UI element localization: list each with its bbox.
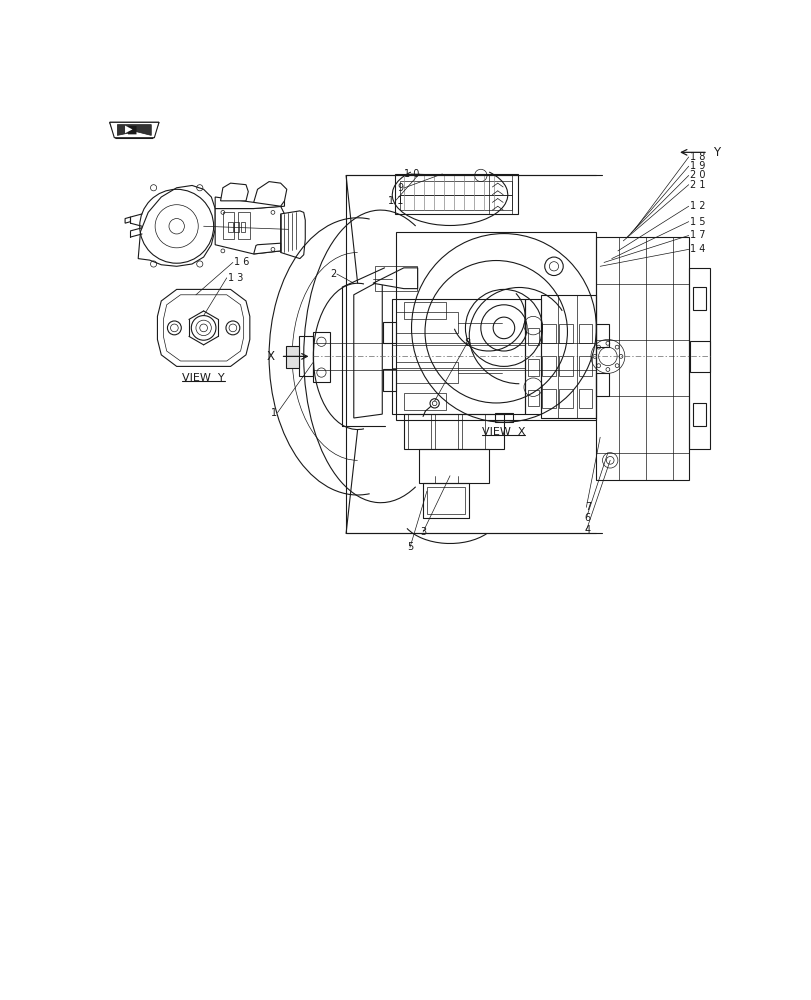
Bar xyxy=(692,287,706,310)
Polygon shape xyxy=(215,197,284,209)
Bar xyxy=(461,414,484,449)
Bar xyxy=(542,389,556,408)
Bar xyxy=(525,299,540,414)
Bar xyxy=(559,324,573,343)
Text: Y: Y xyxy=(713,146,719,159)
Bar xyxy=(527,359,538,376)
Polygon shape xyxy=(157,289,250,366)
Polygon shape xyxy=(253,182,286,206)
Polygon shape xyxy=(281,211,305,259)
Bar xyxy=(403,414,504,449)
Bar xyxy=(400,195,511,210)
Bar xyxy=(394,174,517,214)
Text: ▶: ▶ xyxy=(125,124,132,134)
Bar xyxy=(383,322,396,343)
Polygon shape xyxy=(354,279,382,418)
Polygon shape xyxy=(125,217,131,223)
Polygon shape xyxy=(372,268,417,289)
Polygon shape xyxy=(118,125,151,135)
Bar xyxy=(527,389,538,406)
Bar xyxy=(222,212,234,239)
Text: 1 1: 1 1 xyxy=(388,196,403,206)
Text: 3: 3 xyxy=(420,527,427,537)
Bar xyxy=(559,356,573,376)
Bar xyxy=(396,362,457,383)
Bar xyxy=(595,324,609,347)
Bar xyxy=(403,393,445,410)
Polygon shape xyxy=(221,183,248,201)
Polygon shape xyxy=(138,185,215,266)
Bar xyxy=(542,356,556,376)
Text: 1 2: 1 2 xyxy=(689,201,705,211)
Text: 9: 9 xyxy=(397,183,403,193)
Bar xyxy=(400,181,511,195)
Text: 2 1: 2 1 xyxy=(689,180,705,190)
Text: 1 6: 1 6 xyxy=(234,257,250,267)
Text: 1 9: 1 9 xyxy=(689,161,705,171)
Bar xyxy=(298,336,312,376)
Polygon shape xyxy=(109,122,159,138)
Bar xyxy=(396,232,595,420)
Polygon shape xyxy=(109,122,159,138)
Bar xyxy=(527,328,538,345)
Text: X: X xyxy=(266,350,274,363)
Bar xyxy=(396,312,457,333)
Bar xyxy=(392,299,525,414)
Text: 1 8: 1 8 xyxy=(689,152,705,162)
Bar xyxy=(688,268,710,449)
Bar xyxy=(434,414,457,449)
Bar xyxy=(392,345,525,368)
Bar xyxy=(234,222,238,232)
Bar xyxy=(494,413,513,422)
Text: 4: 4 xyxy=(584,525,590,535)
Bar xyxy=(692,403,706,426)
Bar xyxy=(595,373,609,396)
Text: VIEW  X: VIEW X xyxy=(482,427,525,437)
Text: 8: 8 xyxy=(463,338,470,348)
Text: 6: 6 xyxy=(584,513,590,523)
Text: 7: 7 xyxy=(584,502,590,512)
Bar xyxy=(418,449,488,483)
Text: 2: 2 xyxy=(330,269,337,279)
Bar xyxy=(228,222,233,232)
Bar xyxy=(238,212,250,239)
Bar xyxy=(559,389,573,408)
Text: 1 4: 1 4 xyxy=(689,244,705,254)
Bar xyxy=(407,414,431,449)
Bar xyxy=(540,295,595,418)
Polygon shape xyxy=(253,243,281,254)
Text: 2 0: 2 0 xyxy=(689,170,705,180)
Bar xyxy=(488,174,511,214)
Polygon shape xyxy=(215,206,284,254)
Text: 1 5: 1 5 xyxy=(689,217,705,227)
Bar xyxy=(578,324,592,343)
Bar xyxy=(383,369,396,391)
Text: VIEW  Y: VIEW Y xyxy=(182,373,225,383)
Bar xyxy=(374,266,416,291)
Bar xyxy=(403,302,445,319)
Bar xyxy=(423,483,469,518)
Bar xyxy=(427,487,465,514)
Bar xyxy=(542,324,556,343)
Bar xyxy=(595,237,688,480)
Text: 5: 5 xyxy=(407,542,414,552)
Bar xyxy=(578,356,592,376)
Text: ■: ■ xyxy=(127,124,137,134)
Bar xyxy=(578,389,592,408)
Bar xyxy=(312,332,329,382)
Bar xyxy=(240,222,245,232)
Bar xyxy=(285,346,298,368)
Text: 1 3: 1 3 xyxy=(228,273,243,283)
Text: 1 7: 1 7 xyxy=(689,231,705,240)
Text: 1: 1 xyxy=(271,408,277,418)
Polygon shape xyxy=(118,126,125,132)
Text: 1 0: 1 0 xyxy=(403,169,418,179)
Bar xyxy=(689,341,710,372)
